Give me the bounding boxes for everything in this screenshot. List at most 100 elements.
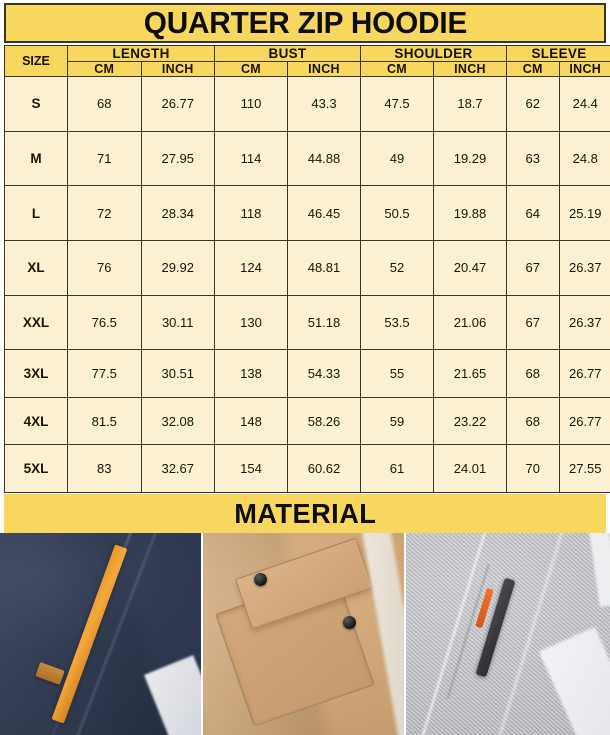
header-group-bust: BUST bbox=[214, 45, 361, 62]
cell-length-in: 32.08 bbox=[140, 396, 215, 446]
photo-divider bbox=[404, 533, 406, 735]
table-row: XXL 76.5 30.11 130 51.18 53.5 21.06 67 26.37 bbox=[4, 294, 610, 351]
cell-sleeve-cm: 67 bbox=[506, 294, 560, 351]
table-row: 4XL 81.5 32.08 148 58.26 59 23.22 68 26.77 bbox=[4, 396, 610, 446]
header-unit-bust-cm: CM bbox=[214, 61, 288, 77]
cell-length-in: 30.11 bbox=[140, 294, 215, 351]
cell-shoulder-cm: 50.5 bbox=[360, 185, 434, 242]
cell-length-in: 28.34 bbox=[140, 185, 215, 242]
header-unit-length-cm: CM bbox=[67, 61, 142, 77]
cell-length-in: 27.95 bbox=[140, 130, 215, 187]
material-banner: MATERIAL bbox=[4, 494, 606, 533]
header-group-sleeve: SLEEVE bbox=[506, 45, 610, 62]
cell-shoulder-cm: 47.5 bbox=[360, 76, 434, 132]
header-unit-length-inch: INCH bbox=[140, 61, 215, 77]
cell-sleeve-in: 27.55 bbox=[558, 444, 610, 493]
cell-shoulder-cm: 52 bbox=[360, 240, 434, 296]
cell-sleeve-cm: 70 bbox=[506, 444, 560, 493]
cell-length-in: 32.67 bbox=[140, 444, 215, 493]
header-size: SIZE bbox=[4, 45, 68, 77]
cell-sleeve-cm: 68 bbox=[506, 349, 560, 398]
table-row: 5XL 83 32.67 154 60.62 61 24.01 70 27.55 bbox=[4, 444, 610, 493]
cell-bust-in: 58.26 bbox=[287, 396, 361, 446]
cell-bust-in: 60.62 bbox=[287, 444, 361, 493]
cell-sleeve-in: 26.37 bbox=[558, 240, 610, 296]
photo-divider bbox=[201, 533, 203, 735]
cell-sleeve-cm: 64 bbox=[506, 185, 560, 242]
page-title: QUARTER ZIP HOODIE bbox=[143, 5, 467, 40]
grey-heather-zip-pocket-photo bbox=[406, 533, 610, 735]
header-unit-sleeve-cm: CM bbox=[506, 61, 560, 77]
cell-shoulder-in: 19.29 bbox=[433, 130, 507, 187]
cell-length-cm: 77.5 bbox=[67, 349, 142, 398]
cell-bust-cm: 114 bbox=[214, 130, 288, 187]
cell-shoulder-cm: 53.5 bbox=[360, 294, 434, 351]
cell-sleeve-in: 24.8 bbox=[558, 130, 610, 187]
header-group-length: LENGTH bbox=[67, 45, 215, 62]
cell-sleeve-cm: 68 bbox=[506, 396, 560, 446]
cell-bust-cm: 118 bbox=[214, 185, 288, 242]
cell-size: 5XL bbox=[4, 444, 68, 493]
table-row: L 72 28.34 118 46.45 50.5 19.88 64 25.19 bbox=[4, 185, 610, 242]
header-unit-bust-inch: INCH bbox=[287, 61, 361, 77]
cell-size: XL bbox=[4, 240, 68, 296]
cell-length-in: 30.51 bbox=[140, 349, 215, 398]
cell-length-cm: 72 bbox=[67, 185, 142, 242]
cell-shoulder-in: 20.47 bbox=[433, 240, 507, 296]
table-body: S 68 26.77 110 43.3 47.5 18.7 62 24.4 M 71 27.95 114… bbox=[4, 76, 610, 493]
table-row: 3XL 77.5 30.51 138 54.33 55 21.65 68 26.77 bbox=[4, 349, 610, 398]
cell-shoulder-in: 19.88 bbox=[433, 185, 507, 242]
header-row-units: CM INCH CM INCH CM INCH CM INCH bbox=[5, 61, 610, 77]
cell-length-in: 29.92 bbox=[140, 240, 215, 296]
cell-bust-cm: 130 bbox=[214, 294, 288, 351]
cell-length-cm: 76.5 bbox=[67, 294, 142, 351]
cell-shoulder-cm: 61 bbox=[360, 444, 434, 493]
cell-shoulder-cm: 49 bbox=[360, 130, 434, 187]
header-unit-shoulder-cm: CM bbox=[360, 61, 434, 77]
cell-sleeve-in: 26.37 bbox=[558, 294, 610, 351]
material-heading: MATERIAL bbox=[233, 497, 377, 529]
table-head: SIZE LENGTH BUST SHOULDER SLEEVE CM INCH… bbox=[4, 45, 610, 77]
cell-length-cm: 76 bbox=[67, 240, 142, 296]
cell-sleeve-in: 24.4 bbox=[558, 76, 610, 132]
table-row: M 71 27.95 114 44.88 49 19.29 63 24.8 bbox=[4, 130, 610, 187]
chart-title-banner: QUARTER ZIP HOODIE bbox=[4, 3, 606, 43]
header-unit-sleeve-inch: INCH bbox=[558, 61, 610, 77]
cell-sleeve-in: 25.19 bbox=[558, 185, 610, 242]
snap-button-upper bbox=[253, 573, 267, 587]
cell-shoulder-in: 24.01 bbox=[433, 444, 507, 493]
cell-size: 3XL bbox=[4, 349, 68, 398]
cell-sleeve-cm: 62 bbox=[506, 76, 560, 132]
cell-bust-cm: 124 bbox=[214, 240, 288, 296]
cell-length-cm: 81.5 bbox=[67, 396, 142, 446]
cell-bust-cm: 110 bbox=[214, 76, 288, 132]
cell-shoulder-in: 21.06 bbox=[433, 294, 507, 351]
header-group-shoulder: SHOULDER bbox=[360, 45, 507, 62]
cell-length-in: 26.77 bbox=[140, 76, 215, 132]
cell-size: L bbox=[4, 185, 68, 242]
cell-bust-in: 46.45 bbox=[287, 185, 361, 242]
cell-sleeve-in: 26.77 bbox=[558, 396, 610, 446]
cell-sleeve-cm: 63 bbox=[506, 130, 560, 187]
khaki-flap-pocket-snaps-photo bbox=[203, 533, 406, 735]
table-row: S 68 26.77 110 43.3 47.5 18.7 62 24.4 bbox=[4, 76, 610, 132]
cell-sleeve-in: 26.77 bbox=[558, 349, 610, 398]
cell-length-cm: 71 bbox=[67, 130, 142, 187]
snap-button-lower bbox=[343, 615, 357, 629]
cell-shoulder-in: 23.22 bbox=[433, 396, 507, 446]
cell-size: M bbox=[4, 130, 68, 187]
cell-shoulder-in: 21.65 bbox=[433, 349, 507, 398]
cell-bust-in: 51.18 bbox=[287, 294, 361, 351]
cell-length-cm: 83 bbox=[67, 444, 142, 493]
cell-bust-cm: 138 bbox=[214, 349, 288, 398]
cell-bust-in: 44.88 bbox=[287, 130, 361, 187]
navy-fleece-zip-pocket-photo bbox=[0, 533, 203, 735]
cell-size: S bbox=[4, 76, 68, 132]
cell-bust-cm: 154 bbox=[214, 444, 288, 493]
cell-size: XXL bbox=[4, 294, 68, 351]
cell-length-cm: 68 bbox=[67, 76, 142, 132]
cell-shoulder-in: 18.7 bbox=[433, 76, 507, 132]
cell-bust-cm: 148 bbox=[214, 396, 288, 446]
cell-shoulder-cm: 59 bbox=[360, 396, 434, 446]
